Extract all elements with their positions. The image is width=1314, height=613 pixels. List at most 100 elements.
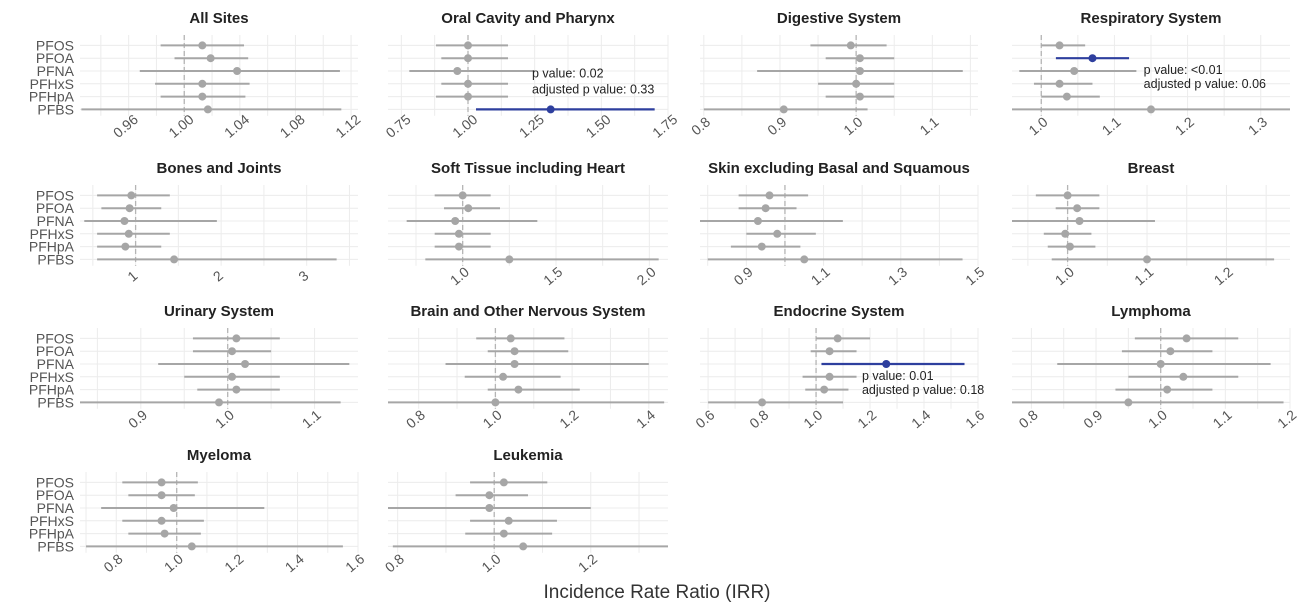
- point-estimate-pfoa: [510, 347, 519, 356]
- panel-title: Skin excluding Basal and Squamous: [708, 160, 970, 177]
- point-estimate-pfhpa: [160, 529, 169, 538]
- y-tick-label: PFHpA: [29, 89, 75, 105]
- point-estimate-pfos: [765, 191, 774, 200]
- point-estimate-pfoa: [825, 347, 834, 356]
- point-estimate-pfhpa: [855, 92, 864, 101]
- point-estimate-pfhxs: [499, 372, 508, 381]
- y-tick-label: PFHxS: [30, 226, 74, 242]
- point-estimate-pfhxs: [1055, 79, 1064, 88]
- y-tick-label: PFHpA: [29, 382, 75, 398]
- y-tick-label: PFOS: [36, 330, 74, 346]
- point-estimate-pfos: [127, 191, 136, 200]
- x-tick-label: 1.25: [516, 111, 547, 141]
- x-tick-label: 1.0: [447, 263, 472, 288]
- point-estimate-pfhxs: [504, 516, 513, 525]
- point-estimate-pfoa: [855, 54, 864, 63]
- x-tick-label: 1.2: [854, 406, 879, 431]
- x-tick-label: 0.6: [692, 406, 717, 431]
- x-tick-label: 1.5: [540, 263, 565, 288]
- x-tick-label: 0.9: [764, 113, 789, 138]
- point-estimate-pfoa: [464, 54, 472, 63]
- x-tick-label: 1.3: [1245, 113, 1270, 138]
- y-tick-label: PFNA: [37, 213, 75, 229]
- y-tick-label: PFHxS: [30, 513, 74, 529]
- x-tick-label: 1.00: [449, 111, 480, 141]
- x-tick-label: 1.6: [342, 550, 367, 575]
- y-tick-label: PFNA: [37, 500, 75, 516]
- x-tick-label: 1.0: [840, 113, 865, 138]
- y-tick-label: PFOA: [36, 343, 75, 359]
- point-estimate-pfna: [753, 217, 762, 225]
- y-tick-label: PFHpA: [29, 526, 75, 542]
- x-tick-label: 1.0: [161, 550, 186, 575]
- point-estimate-pfhxs: [1179, 372, 1188, 381]
- x-tick-label: 0.8: [382, 550, 407, 575]
- point-estimate-pfhxs: [124, 229, 133, 238]
- x-tick-label: 1.12: [332, 111, 363, 141]
- annotation-text: adjusted p value: 0.06: [1144, 77, 1266, 91]
- y-tick-label: PFOS: [36, 474, 74, 490]
- y-tick-label: PFOS: [36, 37, 74, 53]
- point-estimate-pfhpa: [454, 242, 463, 251]
- point-estimate-pfoa: [761, 204, 770, 213]
- panel-title: Brain and Other Nervous System: [410, 303, 645, 320]
- point-estimate-pfhpa: [232, 385, 241, 394]
- x-tick-label: 0.9: [1080, 406, 1105, 431]
- x-tick-label: 3: [295, 267, 311, 284]
- x-tick-label: 0.8: [746, 406, 771, 431]
- point-estimate-pfna: [882, 360, 891, 368]
- point-estimate-pfbs: [505, 255, 514, 264]
- x-tick-label: 1.0: [1052, 263, 1077, 288]
- point-estimate-pfbs: [491, 398, 500, 407]
- point-estimate-pfhxs: [773, 229, 782, 238]
- point-estimate-pfhpa: [1065, 242, 1074, 251]
- point-estimate-pfna: [451, 217, 460, 225]
- point-estimate-pfoa: [206, 54, 215, 63]
- y-tick-label: PFHpA: [29, 239, 75, 255]
- point-estimate-pfbs: [800, 255, 809, 264]
- x-tick-label: 1: [124, 267, 140, 284]
- point-estimate-pfhxs: [198, 79, 207, 88]
- x-tick-label: 1.6: [962, 406, 987, 431]
- point-estimate-pfhxs: [825, 372, 834, 381]
- point-estimate-pfbs: [519, 542, 528, 551]
- x-tick-label: 1.0: [1145, 406, 1170, 431]
- point-estimate-pfna: [453, 67, 462, 75]
- x-tick-label: 1.0: [1025, 113, 1050, 138]
- x-tick-label: 0.75: [383, 111, 414, 141]
- panel-title: Digestive System: [777, 10, 901, 27]
- point-estimate-pfos: [232, 334, 241, 343]
- panel-title: Lymphoma: [1111, 303, 1191, 320]
- panel-title: Urinary System: [164, 303, 274, 320]
- panel-title: Leukemia: [493, 447, 563, 464]
- point-estimate-pfhpa: [464, 92, 472, 101]
- point-estimate-pfhxs: [454, 229, 463, 238]
- x-tick-label: 1.0: [478, 550, 503, 575]
- point-estimate-pfna: [120, 217, 129, 225]
- point-estimate-pfoa: [464, 204, 473, 213]
- x-axis-title: Incidence Rate Ratio (IRR): [543, 582, 771, 603]
- point-estimate-pfna: [169, 504, 178, 512]
- point-estimate-pfos: [198, 41, 207, 50]
- point-estimate-pfbs: [1124, 398, 1133, 407]
- annotation-text: p value: <0.01: [1144, 63, 1223, 77]
- point-estimate-pfos: [1055, 41, 1064, 50]
- x-tick-label: 0.8: [100, 550, 125, 575]
- point-estimate-pfos: [157, 478, 166, 487]
- x-tick-label: 1.4: [908, 406, 933, 431]
- point-estimate-pfhpa: [757, 242, 766, 251]
- x-tick-label: 0.9: [125, 406, 150, 431]
- point-estimate-pfhpa: [121, 242, 130, 251]
- x-tick-label: 1.1: [916, 113, 941, 138]
- y-tick-label: PFNA: [37, 63, 75, 79]
- y-tick-label: PFOS: [36, 187, 74, 203]
- panel-title: Endocrine System: [774, 303, 905, 320]
- point-estimate-pfhxs: [852, 79, 861, 88]
- x-tick-label: 1.2: [1172, 113, 1197, 138]
- point-estimate-pfoa: [125, 204, 134, 213]
- point-estimate-pfoa: [485, 491, 494, 500]
- point-estimate-pfos: [833, 334, 842, 343]
- x-tick-label: 1.4: [633, 406, 658, 431]
- point-estimate-pfhpa: [820, 385, 829, 394]
- y-tick-label: PFHxS: [30, 76, 74, 92]
